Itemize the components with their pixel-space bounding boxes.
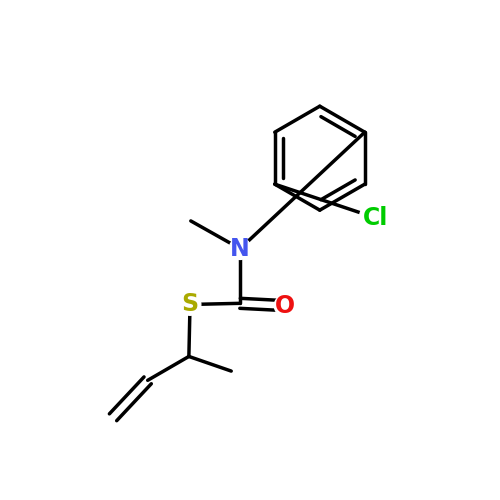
Circle shape (230, 238, 251, 260)
Circle shape (360, 202, 392, 234)
Circle shape (179, 294, 201, 316)
Text: Cl: Cl (363, 206, 388, 230)
Text: O: O (275, 294, 295, 318)
Circle shape (274, 295, 296, 316)
Text: S: S (182, 292, 198, 316)
Text: N: N (230, 236, 250, 260)
